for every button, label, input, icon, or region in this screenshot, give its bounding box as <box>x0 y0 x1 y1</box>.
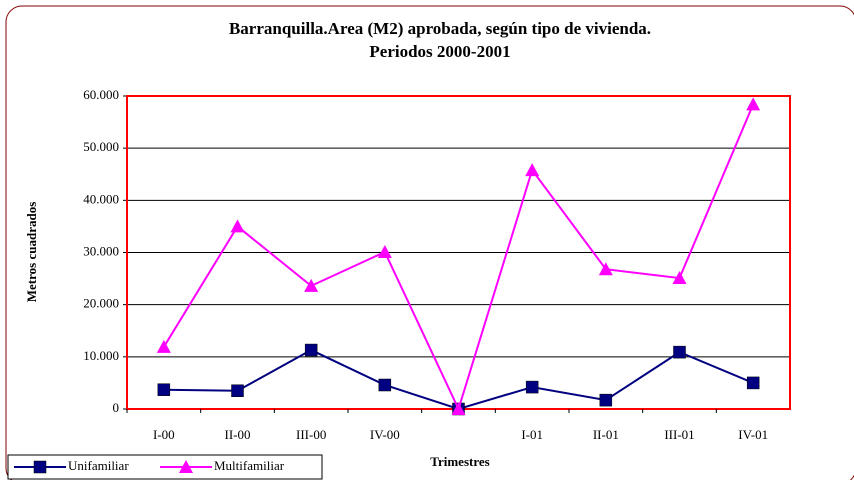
y-axis-label: Metros cuadrados <box>24 202 39 303</box>
legend-label: Unifamiliar <box>68 458 129 473</box>
legend-marker <box>33 460 47 474</box>
marker <box>525 380 539 394</box>
x-tick-label: IV-01 <box>738 427 768 442</box>
marker <box>598 262 613 276</box>
marker <box>673 345 686 359</box>
marker <box>377 244 392 258</box>
chart-subtitle: Periodos 2000-2001 <box>369 42 510 61</box>
marker <box>378 378 392 392</box>
x-tick-label: II-01 <box>593 427 619 442</box>
marker <box>230 219 245 233</box>
marker <box>451 402 466 415</box>
y-tick-label: 30.000 <box>83 243 119 258</box>
x-tick-label: I-01 <box>521 427 543 442</box>
marker <box>304 278 319 292</box>
marker <box>672 271 687 285</box>
chart-title: Barranquilla.Area (M2) aprobada, según t… <box>229 19 651 38</box>
marker <box>304 343 318 357</box>
legend-marker <box>179 460 193 473</box>
marker <box>231 384 244 397</box>
marker <box>746 97 761 111</box>
x-tick-label: III-00 <box>296 427 326 442</box>
y-tick-label: 10.000 <box>83 348 119 363</box>
y-tick-label: 50.000 <box>83 139 119 154</box>
marker <box>599 393 613 407</box>
marker <box>157 383 171 396</box>
x-tick-label: I-00 <box>153 427 175 442</box>
marker <box>746 376 760 390</box>
legend-label: Multifamiliar <box>214 458 285 473</box>
y-tick-label: 0 <box>113 400 120 415</box>
x-tick-label: III-01 <box>664 427 694 442</box>
x-axis-label: Trimestres <box>430 454 489 469</box>
y-tick-label: 20.000 <box>83 296 119 311</box>
y-tick-label: 40.000 <box>83 191 119 206</box>
x-tick-label: IV-00 <box>370 427 400 442</box>
marker <box>156 339 171 353</box>
chart-frame <box>5 5 854 480</box>
marker <box>525 163 540 177</box>
x-tick-label: II-00 <box>225 427 251 442</box>
y-tick-label: 60.000 <box>83 87 119 102</box>
